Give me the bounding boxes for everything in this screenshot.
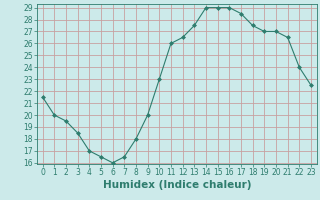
X-axis label: Humidex (Indice chaleur): Humidex (Indice chaleur) bbox=[102, 180, 251, 190]
